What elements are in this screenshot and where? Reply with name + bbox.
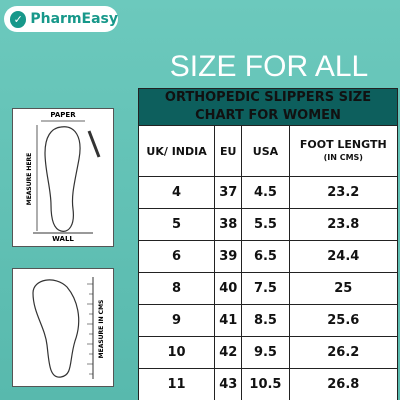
- table-cell: 5.5: [241, 208, 290, 241]
- table-cell: 25.6: [288, 304, 399, 337]
- table-cell: 4: [137, 176, 216, 209]
- measure-cms-label: MEASURE IN CMS: [98, 300, 105, 359]
- table-row: 9 41 8.5 25.6: [137, 304, 399, 337]
- table-row: 11 43 10.5 26.8: [137, 368, 399, 400]
- table-cell: 37: [214, 176, 243, 209]
- column-header-text: FOOT LENGTH: [299, 138, 387, 151]
- table-cell: 43: [214, 368, 243, 400]
- table-cell: 8: [137, 272, 216, 305]
- title: SIZE FOR ALL: [169, 50, 369, 83]
- table-row: 10 42 9.5 26.2: [137, 336, 399, 369]
- table-cell: 10.5: [241, 368, 290, 400]
- table-cell: 39: [214, 240, 243, 273]
- foot-guide-bottom: MEASURE IN CMS: [12, 268, 114, 387]
- table-cell: 38: [214, 208, 243, 241]
- table-cell: 9: [137, 304, 216, 337]
- foot-guide-top: PAPER MEASURE HERE WALL: [12, 108, 114, 247]
- table-cell: 10: [137, 336, 216, 369]
- table-cell: 41: [214, 304, 243, 337]
- table-row: 4 37 4.5 23.2: [137, 176, 399, 209]
- table-cell: 26.2: [288, 336, 399, 369]
- brand-logo: ✓ PharmEasy: [4, 6, 118, 32]
- table-caption: ORTHOPEDIC SLIPPERS SIZE CHART FOR WOMEN: [138, 88, 398, 126]
- size-table: ORTHOPEDIC SLIPPERS SIZE CHART FOR WOMEN…: [137, 88, 399, 400]
- column-header: USA: [241, 125, 290, 177]
- table-cell: 5: [137, 208, 216, 241]
- table-cell: 6: [137, 240, 216, 273]
- wall-label: WALL: [52, 235, 74, 243]
- table-cell: 23.8: [288, 208, 399, 241]
- table-cell: 4.5: [241, 176, 290, 209]
- table-row: 6 39 6.5 24.4: [137, 240, 399, 273]
- paper-label: PAPER: [50, 111, 76, 119]
- table-cell: 7.5: [241, 272, 290, 305]
- column-header: FOOT LENGTH (IN CMS): [288, 125, 399, 177]
- table-row: 8 40 7.5 25: [137, 272, 399, 305]
- table-cell: 6.5: [241, 240, 290, 273]
- column-header: EU: [214, 125, 243, 177]
- table-cell: 11: [137, 368, 216, 400]
- table-cell: 24.4: [288, 240, 399, 273]
- table-cell: 42: [214, 336, 243, 369]
- table-cell: 25: [288, 272, 399, 305]
- column-header-unit: (IN CMS): [323, 153, 363, 162]
- measure-label: MEASURE HERE: [26, 153, 33, 206]
- table-cell: 8.5: [241, 304, 290, 337]
- table-row: 5 38 5.5 23.8: [137, 208, 399, 241]
- column-header: UK/ INDIA: [137, 125, 216, 177]
- table-cell: 23.2: [288, 176, 399, 209]
- table-cell: 40: [214, 272, 243, 305]
- table-cell: 9.5: [241, 336, 290, 369]
- table-cell: 26.8: [288, 368, 399, 400]
- brand: PharmEasy: [30, 11, 118, 27]
